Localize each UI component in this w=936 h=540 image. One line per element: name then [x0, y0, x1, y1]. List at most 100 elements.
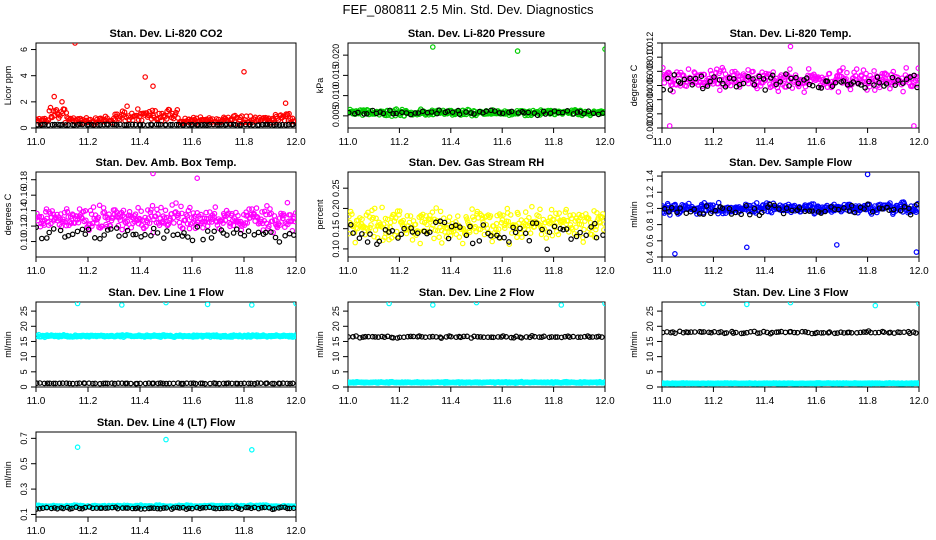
- data-point: [392, 215, 399, 221]
- data-point: [97, 380, 103, 387]
- data-point: [401, 225, 407, 232]
- data-point: [74, 228, 81, 235]
- y-tick-label: 0.14: [19, 202, 29, 220]
- data-point: [174, 107, 181, 113]
- data-point: [154, 230, 161, 236]
- data-point: [592, 226, 599, 233]
- data-point: [51, 121, 58, 128]
- data-point: [483, 108, 489, 115]
- data-point: [577, 229, 583, 236]
- data-point: [710, 202, 716, 209]
- data-point: [173, 109, 179, 116]
- data-point: [203, 209, 209, 216]
- data-point: [488, 233, 494, 239]
- data-point: [489, 238, 496, 245]
- x-tick-label: 11.4: [131, 266, 150, 277]
- data-point: [176, 505, 183, 511]
- data-point-outlier: [700, 302, 706, 307]
- data-point: [372, 334, 379, 340]
- x-tick-label: 12.0: [595, 396, 615, 407]
- data-point: [733, 329, 739, 336]
- y-tick-label: 1.4: [645, 170, 655, 183]
- data-point: [698, 329, 705, 336]
- data-point: [255, 505, 262, 512]
- data-point: [227, 223, 233, 230]
- data-point: [174, 231, 181, 238]
- x-tick-label: 11.2: [79, 526, 98, 537]
- chart-temp: Stan. Dev. Li-820 Temp. degrees C 11.0 11.2…: [629, 28, 929, 148]
- data-point: [258, 504, 265, 511]
- plot-frame: [35, 301, 297, 388]
- data-point: [436, 107, 442, 114]
- data-point: [807, 78, 814, 85]
- series-primary: [36, 172, 296, 236]
- data-point-outlier: [150, 172, 156, 177]
- data-point: [412, 110, 419, 116]
- data-point: [771, 202, 778, 209]
- data-point: [186, 225, 193, 232]
- data-point: [456, 234, 463, 240]
- data-point: [350, 333, 356, 340]
- data-point: [480, 219, 486, 225]
- data-point: [273, 121, 280, 128]
- data-point: [416, 333, 423, 339]
- data-point: [135, 505, 141, 511]
- data-point: [835, 89, 842, 95]
- data-point: [389, 228, 396, 234]
- x-tick-label: 11.0: [27, 266, 46, 277]
- data-point-outlier: [916, 302, 919, 307]
- data-point: [173, 121, 180, 128]
- data-point: [255, 229, 262, 236]
- data-point: [786, 83, 792, 89]
- data-point-outlier: [241, 69, 247, 75]
- data-points: [662, 43, 919, 128]
- data-point: [692, 75, 699, 82]
- data-point: [594, 210, 600, 216]
- data-point: [211, 210, 218, 217]
- data-point-outlier: [249, 302, 255, 308]
- data-point: [890, 68, 897, 75]
- data-point: [117, 217, 124, 224]
- x-tick-label: 11.4: [131, 137, 150, 148]
- data-point: [703, 203, 710, 209]
- data-point: [593, 234, 600, 241]
- data-point: [815, 84, 822, 91]
- data-point: [551, 223, 558, 230]
- data-point: [264, 380, 270, 387]
- y-tick-label: 0.020: [331, 44, 341, 67]
- data-point: [795, 80, 802, 87]
- x-tick-label: 11.6: [807, 137, 826, 148]
- data-point-outlier: [74, 444, 81, 451]
- data-points: [348, 44, 605, 119]
- data-point: [517, 225, 523, 232]
- data-point: [783, 71, 789, 77]
- data-point: [160, 505, 167, 511]
- data-point: [857, 329, 864, 336]
- data-point: [124, 380, 130, 387]
- data-point: [359, 216, 365, 223]
- y-axis-label: degrees C: [629, 64, 639, 106]
- data-point: [65, 214, 72, 220]
- data-point: [774, 84, 781, 91]
- data-point: [730, 76, 737, 82]
- data-point: [459, 240, 466, 247]
- y-tick-label: 0.10: [19, 233, 29, 251]
- data-point: [424, 230, 430, 237]
- x-tick-label: 11.0: [27, 396, 46, 407]
- data-point: [758, 209, 765, 216]
- data-point: [199, 380, 206, 387]
- data-point: [109, 380, 115, 387]
- data-point-outlier: [787, 302, 794, 306]
- data-point: [211, 228, 218, 235]
- x-tick-label: 11.2: [704, 137, 723, 148]
- data-point: [662, 329, 666, 336]
- data-point: [854, 329, 860, 336]
- data-point: [135, 106, 141, 112]
- data-point: [544, 229, 551, 235]
- data-point: [109, 504, 116, 511]
- x-tick-label: 11.6: [493, 137, 512, 148]
- data-point: [135, 204, 141, 211]
- series-primary: [36, 436, 296, 511]
- data-point: [426, 334, 433, 340]
- data-point: [148, 505, 154, 511]
